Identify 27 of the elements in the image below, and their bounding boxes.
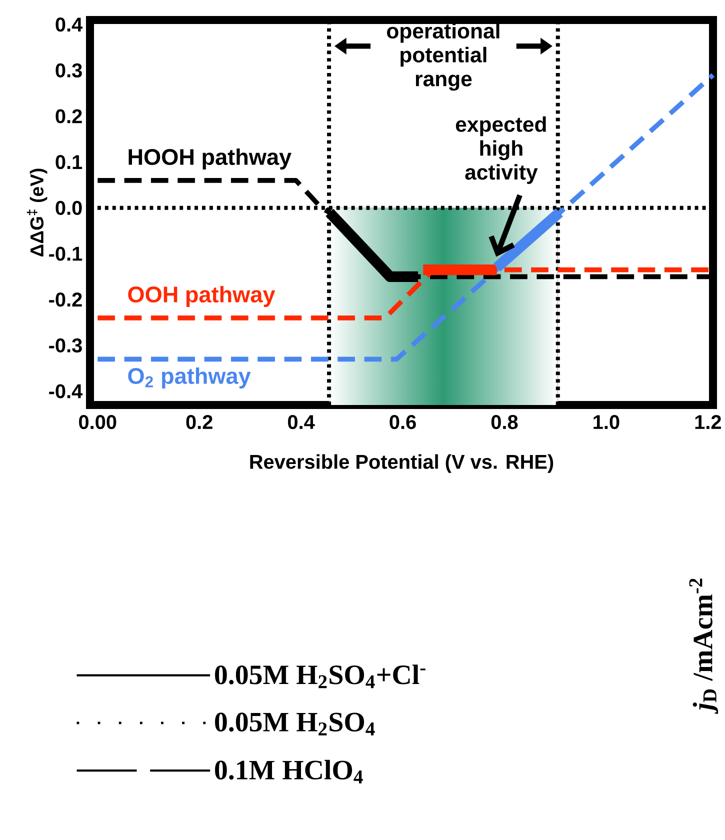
x-axis-title: Reversible Potential (V vs. RHE) <box>250 454 554 473</box>
x-tick-label: 0.00 <box>79 415 116 430</box>
series-label: HOOH pathway <box>128 148 292 170</box>
x-tick-label: 1.0 <box>594 415 620 430</box>
x-tick-label: 1.2 <box>695 415 721 429</box>
y-axis-title: ΔΔG$^{‡}$ (eV) <box>26 168 48 256</box>
x-tick-label: 0.8 <box>491 415 518 430</box>
series-label: OOH pathway <box>128 286 276 307</box>
text: j$_{D}$ /mAcm$^{-2}$ <box>689 578 718 714</box>
y-tick-label: 0.2 <box>56 109 82 124</box>
series-label: O$_{2}$ pathway <box>128 367 251 388</box>
x-tick-label: 0.2 <box>186 415 212 430</box>
y-tick-label: -0.3 <box>49 338 82 352</box>
y-tick-label: -0.4 <box>49 384 83 398</box>
legend-label: 0.1M HClO$_{4}$ <box>215 760 363 784</box>
annotation: operational potential range <box>387 22 500 91</box>
y-tick-label: 0.3 <box>56 63 82 78</box>
y-tick-label: 0.0 <box>56 200 82 215</box>
y-tick-label: 0.4 <box>56 18 83 32</box>
x-tick-label: 0.4 <box>288 415 315 430</box>
y-tick-label: 0.1 <box>56 155 82 170</box>
x-tick-label: 0.6 <box>390 415 416 430</box>
y-tick-label: -0.1 <box>49 246 82 261</box>
legend-label: 0.05M H$_{2}$SO$_{4}$ <box>215 712 375 736</box>
legend-label: 0.05M H$_{2}$SO$_{4}$+Cl$^{-}$ <box>215 664 426 688</box>
annotation: expected high activity <box>456 116 546 184</box>
y-tick-label: -0.2 <box>49 292 82 307</box>
